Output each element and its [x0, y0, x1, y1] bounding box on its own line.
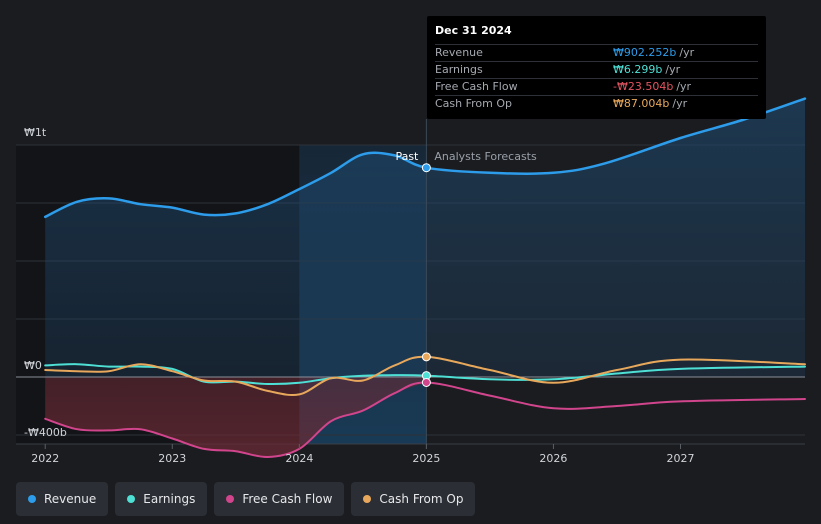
tooltip-row-revenue: Revenue ₩902.252b /yr — [435, 44, 758, 61]
tooltip-row-earnings: Earnings ₩6.299b /yr — [435, 61, 758, 78]
x-tick-label: 2025 — [412, 452, 440, 465]
x-tick-label: 2022 — [31, 452, 59, 465]
tooltip-label: Earnings — [435, 63, 483, 76]
x-tick-label: 2027 — [666, 452, 694, 465]
y-tick-zero: ₩0 — [24, 359, 42, 372]
series-lines — [43, 97, 807, 459]
forecast-label: Analysts Forecasts — [434, 150, 537, 163]
revenue-marker — [421, 163, 431, 173]
legend-item-cash-from-op[interactable]: Cash From Op — [351, 482, 476, 516]
tooltip: Dec 31 2024 Revenue ₩902.252b /yr Earnin… — [427, 16, 766, 119]
earnings-line — [44, 363, 806, 386]
tooltip-value: ₩902.252b — [613, 46, 677, 59]
free-cash-flow-line — [44, 381, 806, 459]
tooltip-unit: /yr — [676, 80, 692, 93]
tooltip-label: Cash From Op — [435, 97, 513, 110]
legend-item-earnings[interactable]: Earnings — [115, 482, 208, 516]
revenue-area — [45, 98, 805, 377]
legend: Revenue Earnings Free Cash Flow Cash Fro… — [16, 482, 476, 516]
legend-dot-icon — [127, 495, 136, 503]
legend-label: Free Cash Flow — [242, 492, 333, 506]
legend-item-revenue[interactable]: Revenue — [16, 482, 109, 516]
x-axis-ticks: 2022 2023 2024 2025 2026 2027 — [31, 444, 694, 465]
tooltip-date: Dec 31 2024 — [435, 24, 512, 37]
legend-dot-icon — [226, 495, 235, 503]
tooltip-label: Revenue — [435, 46, 483, 59]
tooltip-unit: /yr — [672, 97, 688, 110]
x-tick-label: 2023 — [158, 452, 186, 465]
tooltip-label: Free Cash Flow — [435, 80, 518, 93]
x-tick-label: 2024 — [285, 452, 313, 465]
legend-label: Revenue — [44, 492, 97, 506]
past-label: Past — [395, 150, 419, 163]
free-cash-flow-area — [45, 377, 427, 458]
legend-label: Earnings — [143, 492, 196, 506]
x-tick-label: 2026 — [539, 452, 567, 465]
legend-item-free-cash-flow[interactable]: Free Cash Flow — [214, 482, 345, 516]
legend-label: Cash From Op — [379, 492, 464, 506]
y-tick-bottom: -₩400b — [24, 426, 67, 439]
cash-from-op-marker — [421, 352, 431, 362]
tooltip-unit: /yr — [665, 63, 681, 76]
tooltip-unit: /yr — [679, 46, 695, 59]
series-markers — [421, 163, 431, 387]
free-cash-flow-marker — [421, 377, 431, 387]
cash-from-op-line — [44, 355, 806, 397]
legend-dot-icon — [28, 495, 36, 503]
tooltip-value: ₩87.004b — [613, 97, 670, 110]
tooltip-value: ₩6.299b — [613, 63, 663, 76]
legend-dot-icon — [363, 495, 372, 503]
y-tick-top: ₩1t — [24, 126, 47, 139]
tooltip-value: -₩23.504b — [613, 80, 674, 93]
revenue-line — [43, 97, 807, 219]
tooltip-row-cash-from-op: Cash From Op ₩87.004b /yr — [435, 95, 758, 112]
tooltip-row-free-cash-flow: Free Cash Flow -₩23.504b /yr — [435, 78, 758, 95]
